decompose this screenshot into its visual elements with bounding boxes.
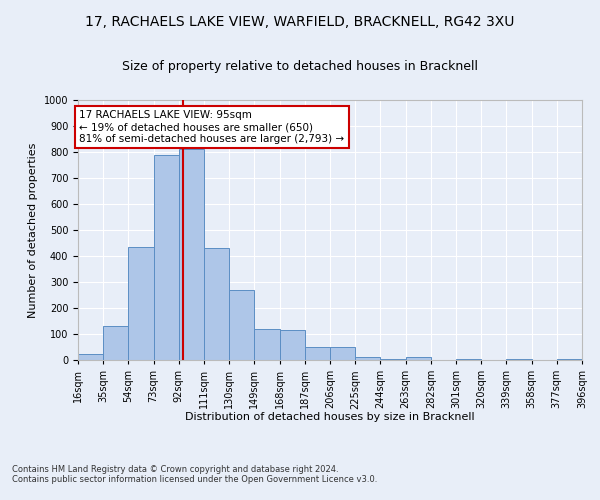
Bar [280, 330, 305, 360]
Bar [406, 358, 431, 360]
Bar [254, 329, 280, 360]
Bar [380, 358, 406, 360]
Bar [305, 347, 330, 360]
Bar [330, 347, 355, 360]
Y-axis label: Number of detached properties: Number of detached properties [28, 142, 38, 318]
Bar [229, 290, 254, 360]
Bar [103, 326, 128, 360]
Bar [128, 247, 154, 360]
Bar [557, 358, 582, 360]
Bar [179, 150, 204, 360]
Bar [456, 358, 481, 360]
Bar [154, 154, 179, 360]
Text: 17, RACHAELS LAKE VIEW, WARFIELD, BRACKNELL, RG42 3XU: 17, RACHAELS LAKE VIEW, WARFIELD, BRACKN… [85, 15, 515, 29]
Text: Contains HM Land Registry data © Crown copyright and database right 2024.
Contai: Contains HM Land Registry data © Crown c… [12, 465, 377, 484]
Text: 17 RACHAELS LAKE VIEW: 95sqm
← 19% of detached houses are smaller (650)
81% of s: 17 RACHAELS LAKE VIEW: 95sqm ← 19% of de… [79, 110, 344, 144]
Bar [204, 248, 229, 360]
Bar [506, 358, 532, 360]
Text: Distribution of detached houses by size in Bracknell: Distribution of detached houses by size … [185, 412, 475, 422]
Bar [355, 358, 380, 360]
Bar [78, 354, 103, 360]
Text: Size of property relative to detached houses in Bracknell: Size of property relative to detached ho… [122, 60, 478, 73]
